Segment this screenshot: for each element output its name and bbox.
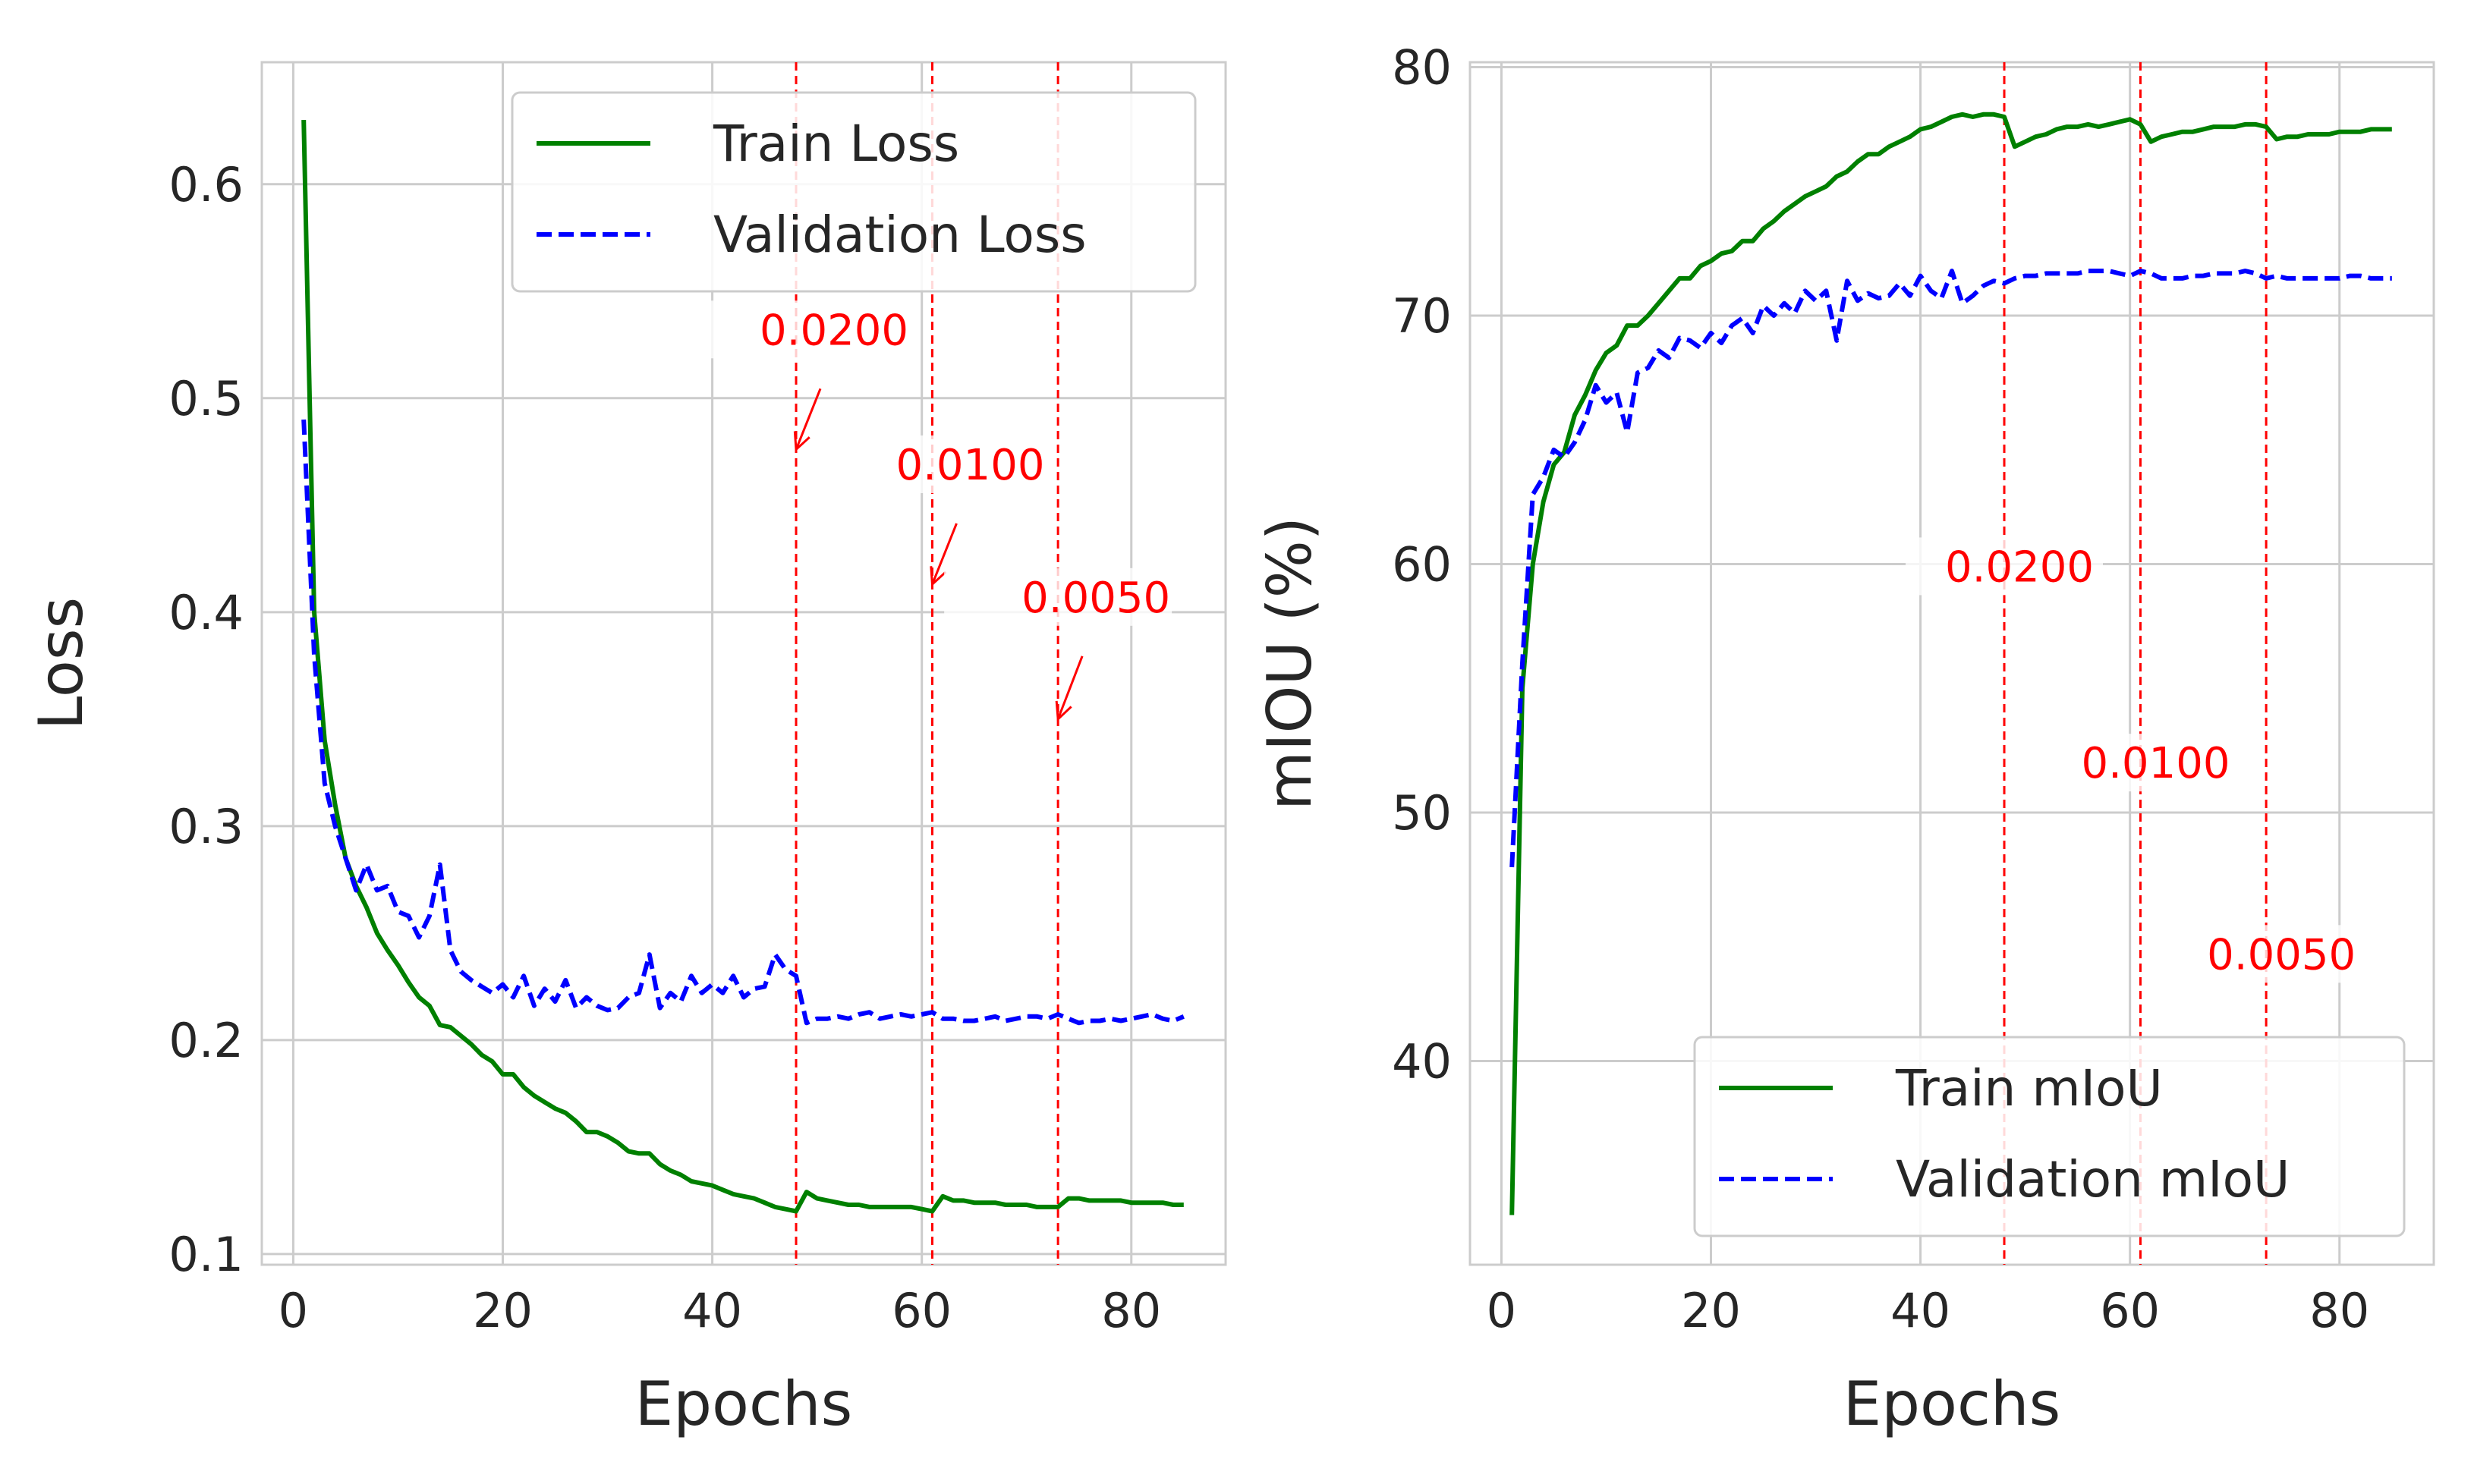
y-tick-label: 0.1 xyxy=(168,1227,244,1282)
x-tick-label: 60 xyxy=(892,1283,952,1338)
y-tick-label: 0.4 xyxy=(168,585,244,640)
lr-label-bg xyxy=(2167,925,2365,983)
plot-frame xyxy=(260,61,1227,1266)
y-tick-label: 60 xyxy=(1392,537,1452,593)
legend-label-validation: Validation Loss xyxy=(713,206,1087,264)
lr-label-bg xyxy=(2041,734,2240,792)
lr-label-bg xyxy=(818,435,1047,493)
plot-frame xyxy=(1468,61,2435,1266)
y-tick-label: 40 xyxy=(1392,1033,1452,1089)
y-tick-label: 0.6 xyxy=(168,157,244,212)
lr-arrow xyxy=(931,523,958,585)
legend-label-train: Train mIoU xyxy=(1895,1059,2163,1118)
lr-label-bg xyxy=(682,300,911,359)
x-tick-label: 20 xyxy=(473,1283,533,1338)
y-tick-label: 0.2 xyxy=(168,1013,244,1068)
y-tick-label: 0.5 xyxy=(168,371,244,426)
x-tick-label: 0 xyxy=(1487,1283,1516,1338)
legend: Train Loss Validation Loss xyxy=(511,91,1197,293)
x-tick-label: 40 xyxy=(682,1283,742,1338)
series-line-train xyxy=(301,120,1184,1214)
legend-box xyxy=(511,91,1197,293)
y-tick-label: 80 xyxy=(1392,40,1452,96)
lr-label: 0.0100 xyxy=(2082,739,2230,788)
legend-box xyxy=(1693,1036,2406,1237)
y-tick-label: 50 xyxy=(1392,785,1452,841)
lr-label: 0.0200 xyxy=(1945,542,2094,592)
x-tick-label: 80 xyxy=(2309,1283,2369,1338)
lr-label: 0.0200 xyxy=(760,306,908,355)
lr-arrowhead xyxy=(793,431,811,452)
loss-chart: 0 20 40 60 80 0.1 0.2 0.3 0.4 0.5 0.6 Epochs Loss 0.0… xyxy=(26,61,1227,1439)
y-axis-label: mIOU (%) xyxy=(1254,517,1325,810)
lr-label-bg xyxy=(1906,537,2104,596)
x-tick-label: 40 xyxy=(1890,1283,1950,1338)
lr-label: 0.0050 xyxy=(1021,574,1170,623)
x-axis-label: Epochs xyxy=(635,1369,853,1439)
series-line-train xyxy=(1509,112,2392,1215)
lr-arrowhead xyxy=(930,566,947,587)
y-tick-label: 0.3 xyxy=(168,799,244,854)
legend-label-train: Train Loss xyxy=(713,115,959,173)
miou-chart: 0 20 40 60 80 40 50 60 70 80 Epochs mIOU (%) 0.0200 0… xyxy=(1254,40,2435,1439)
x-tick-label: 80 xyxy=(1101,1283,1161,1338)
x-tick-label: 60 xyxy=(2100,1283,2160,1338)
series-line-validation xyxy=(301,419,1185,1026)
lr-label: 0.0050 xyxy=(2207,930,2356,979)
series-line-validation xyxy=(1509,269,2392,868)
x-tick-label: 0 xyxy=(279,1283,308,1338)
lr-arrowhead xyxy=(1055,700,1072,722)
lr-arrow xyxy=(795,388,822,451)
legend: Train mIoU Validation mIoU xyxy=(1693,1036,2406,1237)
lr-label-bg xyxy=(944,568,1172,626)
x-tick-label: 20 xyxy=(1681,1283,1741,1338)
lr-arrow xyxy=(1056,656,1084,720)
legend-label-validation: Validation mIoU xyxy=(1896,1150,2290,1209)
lr-label: 0.0100 xyxy=(896,441,1045,490)
y-tick-label: 70 xyxy=(1392,288,1452,344)
x-axis-label: Epochs xyxy=(1843,1369,2061,1439)
y-axis-label: Loss xyxy=(26,597,96,730)
